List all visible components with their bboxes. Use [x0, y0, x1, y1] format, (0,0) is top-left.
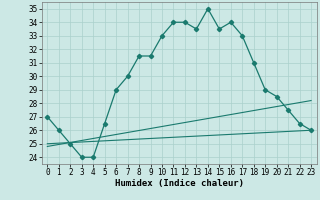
- X-axis label: Humidex (Indice chaleur): Humidex (Indice chaleur): [115, 179, 244, 188]
